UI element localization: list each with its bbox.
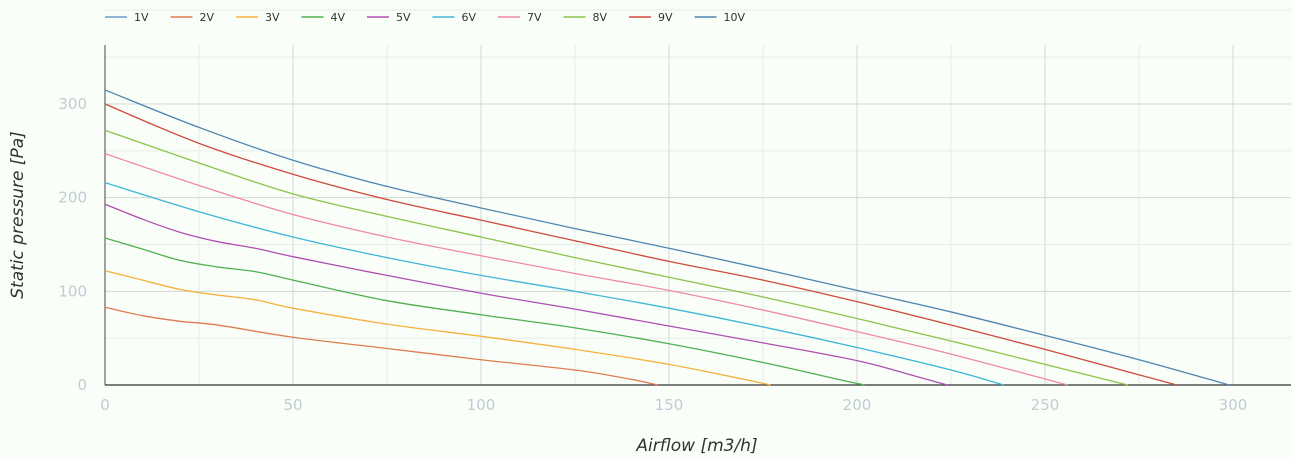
legend-label: 4V [331, 11, 346, 24]
x-tick-label: 50 [283, 396, 302, 414]
legend-item-3v: 3V [236, 11, 280, 24]
legend-item-6v: 6V [432, 11, 477, 24]
series-line-5v [104, 203, 948, 386]
legend-item-8v: 8V [563, 11, 608, 24]
y-tick-label: 0 [77, 376, 87, 394]
y-axis-title: Static pressure [Pa] [8, 131, 28, 299]
series-line-4v [104, 237, 865, 386]
x-tick-label: 0 [100, 396, 110, 414]
legend-label: 10V [724, 11, 746, 24]
legend-label: 2V [200, 11, 215, 24]
series-line-6v [104, 182, 1004, 386]
x-tick-label: 150 [655, 396, 684, 414]
y-tick-label: 200 [58, 189, 87, 207]
legend-item-7v: 7V [498, 11, 542, 24]
legend-label: 8V [593, 11, 608, 24]
legend-label: 5V [396, 11, 411, 24]
legend-item-2v: 2V [170, 11, 215, 24]
y-tick-label: 100 [58, 282, 87, 300]
legend-label: 6V [462, 11, 477, 24]
chart-tick-labels: 0 50 100 150 200 250 300 0 100 200 300 [58, 95, 1247, 414]
chart-legend: 1V 2V 3V 4V 5V 6V 7V 8V 9V 10V [105, 11, 745, 24]
x-tick-label: 100 [467, 396, 496, 414]
series-line-2v [104, 306, 658, 386]
chart-axes [104, 45, 1291, 386]
legend-item-4v: 4V [301, 11, 346, 24]
legend-label: 3V [265, 11, 280, 24]
legend-item-10v: 10V [694, 11, 746, 24]
x-tick-label: 300 [1219, 396, 1248, 414]
x-tick-label: 200 [843, 396, 872, 414]
series-line-3v [104, 270, 771, 386]
legend-item-5v: 5V [367, 11, 411, 24]
legend-label: 1V [134, 11, 149, 24]
series-line-7v [104, 153, 1068, 386]
y-tick-label: 300 [58, 95, 87, 113]
legend-item-9v: 9V [629, 11, 673, 24]
x-tick-label: 250 [1031, 396, 1060, 414]
legend-label: 7V [527, 11, 542, 24]
chart-grid [105, 9, 1291, 385]
chart-plot-area [104, 89, 1230, 386]
series-line-9v [104, 103, 1177, 386]
x-axis-title: Airflow [m3/h] [635, 436, 757, 456]
series-line-10v [104, 89, 1230, 386]
series-line-8v [104, 129, 1128, 386]
legend-label: 9V [658, 11, 673, 24]
legend-item-1v: 1V [105, 11, 149, 24]
